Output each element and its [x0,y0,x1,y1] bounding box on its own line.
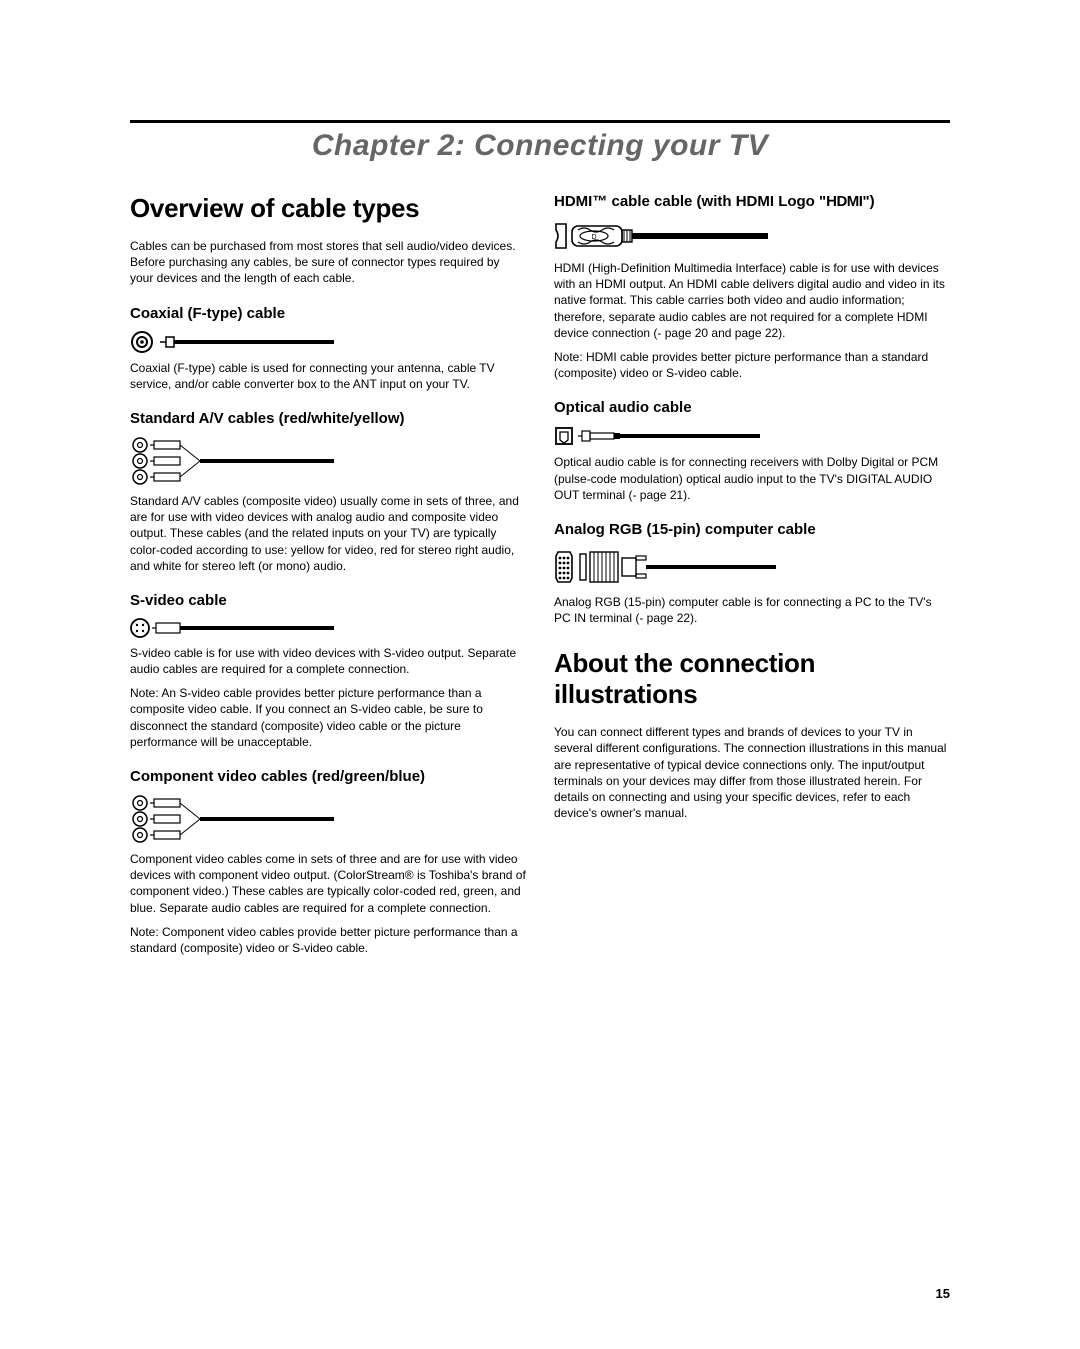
svideo-heading: S-video cable [130,592,526,609]
rgb-illustration [554,546,950,588]
page: Chapter 2: Connecting your TV Overview o… [0,0,1080,1349]
hdmi-heading-suffix: ") [862,193,874,210]
about-heading: About the connection illustrations [554,648,950,710]
left-column: Overview of cable types Cables can be pu… [130,193,526,964]
component-note: Note: Component video cables provide bet… [130,924,526,956]
chapter-title: Chapter 2: Connecting your TV [130,129,950,163]
av-illustration [130,435,526,487]
svideo-illustration [130,617,526,639]
columns: Overview of cable types Cables can be pu… [130,193,950,964]
svg-text:D: D [591,234,596,241]
av-body: Standard A/V cables (composite video) us… [130,493,526,574]
svideo-body: S-video cable is for use with video devi… [130,645,526,677]
optical-body: Optical audio cable is for connecting re… [554,454,950,503]
hdmi-body: HDMI (High-Definition Multimedia Interfa… [554,260,950,341]
optical-heading: Optical audio cable [554,399,950,416]
svideo-note: Note: An S-video cable provides better p… [130,685,526,750]
hdmi-heading-prefix: HDMI™ cable cable (with HDMI Logo " [554,193,826,210]
right-column: HDMI™ cable cable (with HDMI Logo "HDMI"… [554,193,950,964]
coax-heading: Coaxial (F-type) cable [130,305,526,322]
hdmi-heading: HDMI™ cable cable (with HDMI Logo "HDMI"… [554,193,950,210]
optical-illustration [554,424,950,448]
component-illustration [130,793,526,845]
top-rule [130,120,950,123]
coax-illustration [130,330,526,354]
hdmi-note: Note: HDMI cable provides better picture… [554,349,950,381]
hdmi-logo-text: HDMI [826,193,862,210]
hdmi-illustration: D [554,218,950,254]
rgb-body: Analog RGB (15-pin) computer cable is fo… [554,594,950,626]
overview-heading: Overview of cable types [130,193,526,224]
rgb-heading: Analog RGB (15-pin) computer cable [554,521,950,538]
about-body: You can connect different types and bran… [554,724,950,821]
av-heading: Standard A/V cables (red/white/yellow) [130,410,526,427]
component-body: Component video cables come in sets of t… [130,851,526,916]
coax-body: Coaxial (F-type) cable is used for conne… [130,360,526,392]
component-heading: Component video cables (red/green/blue) [130,768,526,785]
overview-intro: Cables can be purchased from most stores… [130,238,526,287]
page-number: 15 [936,1286,950,1301]
